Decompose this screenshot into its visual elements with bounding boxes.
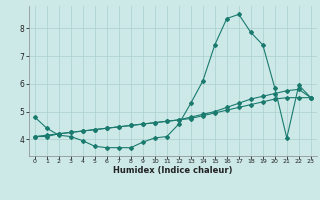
X-axis label: Humidex (Indice chaleur): Humidex (Indice chaleur) — [113, 166, 233, 175]
